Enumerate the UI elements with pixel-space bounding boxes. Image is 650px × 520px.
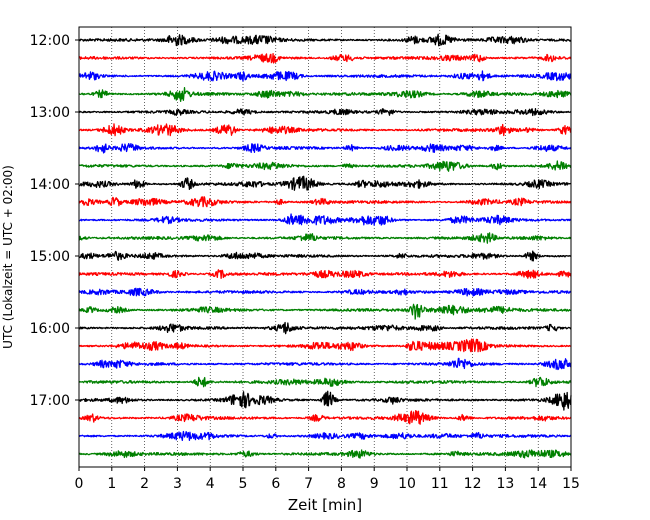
trace-1230 bbox=[78, 70, 572, 82]
x-tick-label: 15 bbox=[562, 476, 580, 492]
trace-1745 bbox=[78, 449, 572, 459]
trace-1730 bbox=[78, 430, 572, 442]
x-tick-label: 10 bbox=[398, 476, 416, 492]
trace-1645 bbox=[78, 376, 572, 388]
x-tick-label: 0 bbox=[75, 476, 84, 492]
trace-1345 bbox=[78, 160, 572, 172]
x-axis-ticks: 0 1 2 3 4 5 6 7 8 9 10 11 12 13 14 15 bbox=[75, 467, 580, 492]
y-tick-label: 12:00 bbox=[30, 33, 70, 49]
plot-frame bbox=[78, 26, 572, 468]
y-tick-label: 14:00 bbox=[30, 177, 70, 193]
x-tick-label: 7 bbox=[304, 476, 313, 492]
trace-1715 bbox=[78, 409, 572, 425]
x-tick-label: 11 bbox=[431, 476, 449, 492]
vertical-grid bbox=[111, 27, 539, 467]
trace-1500 bbox=[78, 250, 572, 262]
y-tick-label: 15:00 bbox=[30, 249, 70, 265]
trace-1615 bbox=[78, 338, 572, 353]
x-tick-label: 13 bbox=[496, 476, 514, 492]
trace-1630 bbox=[78, 357, 572, 371]
y-axis-ticks: 12:00 13:00 14:00 15:00 16:00 17:00 bbox=[30, 33, 79, 409]
trace-1530 bbox=[78, 287, 572, 297]
x-tick-label: 3 bbox=[173, 476, 182, 492]
x-tick-label: 5 bbox=[239, 476, 248, 492]
trace-1330 bbox=[78, 142, 572, 154]
trace-1215 bbox=[78, 53, 572, 64]
trace-1415 bbox=[78, 196, 572, 208]
y-tick-label: 16:00 bbox=[30, 321, 70, 337]
trace-1245 bbox=[78, 87, 572, 102]
x-tick-label: 12 bbox=[464, 476, 482, 492]
x-tick-label: 1 bbox=[107, 476, 116, 492]
trace-1545 bbox=[78, 303, 572, 320]
x-tick-label: 2 bbox=[140, 476, 149, 492]
trace-1700 bbox=[78, 390, 572, 411]
trace-1600 bbox=[78, 321, 572, 335]
x-tick-label: 9 bbox=[370, 476, 379, 492]
trace-1315 bbox=[78, 123, 572, 137]
x-tick-label: 8 bbox=[337, 476, 346, 492]
x-axis-label: Zeit [min] bbox=[288, 496, 362, 514]
trace-1430 bbox=[78, 213, 572, 226]
x-tick-label: 6 bbox=[271, 476, 280, 492]
y-tick-label: 13:00 bbox=[30, 105, 70, 121]
trace-1300 bbox=[78, 107, 572, 117]
seismic-traces bbox=[78, 33, 572, 459]
trace-1400 bbox=[78, 175, 572, 191]
y-axis-label: UTC (Lokalzeit = UTC + 02:00) bbox=[1, 165, 15, 349]
trace-1515 bbox=[78, 269, 572, 279]
x-tick-label: 4 bbox=[206, 476, 215, 492]
y-tick-label: 17:00 bbox=[30, 393, 70, 409]
trace-1200 bbox=[78, 33, 572, 47]
trace-1445 bbox=[78, 232, 572, 244]
x-tick-label: 14 bbox=[529, 476, 547, 492]
